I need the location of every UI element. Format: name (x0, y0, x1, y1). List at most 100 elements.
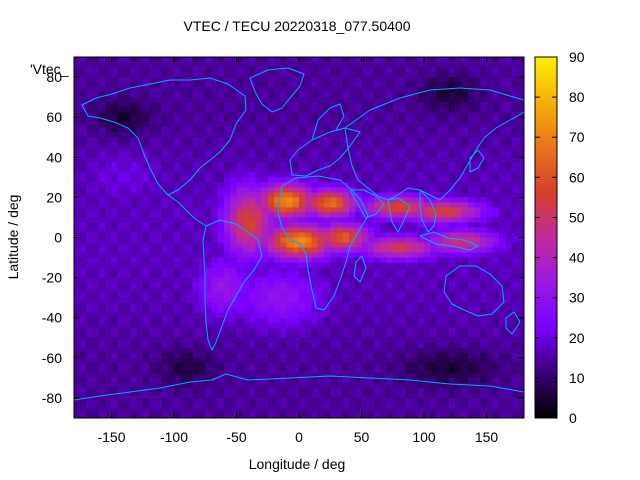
heatmap-cell (255, 227, 263, 234)
heatmap-cell (392, 57, 400, 63)
heatmap-cell (361, 102, 369, 108)
heatmap-cell (330, 122, 338, 128)
heatmap-cell (380, 97, 388, 103)
heatmap-cell (242, 212, 250, 219)
heatmap-cell (449, 167, 456, 173)
heatmap-cell (242, 152, 250, 158)
heatmap-cell (336, 97, 344, 103)
heatmap-cell (336, 232, 344, 239)
heatmap-cell (299, 72, 306, 78)
heatmap-cell (267, 142, 275, 148)
heatmap-cell (374, 67, 381, 73)
heatmap-cell (367, 277, 375, 284)
heatmap-cell (255, 162, 263, 168)
heatmap-cell (242, 287, 250, 294)
heatmap-cell (161, 297, 169, 304)
heatmap-cell (186, 362, 194, 369)
heatmap-cell (205, 137, 213, 143)
heatmap-cell (236, 307, 244, 314)
heatmap-cell (155, 372, 163, 379)
heatmap-cell (405, 182, 413, 188)
heatmap-cell (417, 382, 425, 389)
heatmap-cell (211, 172, 219, 178)
heatmap-cell (367, 262, 375, 269)
heatmap-cell (474, 162, 481, 168)
heatmap-cell (424, 397, 431, 404)
heatmap-cell (499, 327, 506, 334)
heatmap-cell (224, 137, 231, 143)
heatmap-cell (417, 237, 425, 244)
heatmap-cell (255, 342, 263, 349)
heatmap-cell (461, 387, 469, 394)
heatmap-cell (330, 77, 338, 83)
heatmap-cell (155, 252, 163, 259)
heatmap-cell (99, 357, 106, 364)
heatmap-cell (261, 192, 269, 198)
heatmap-cell (99, 87, 106, 93)
heatmap-cell (124, 337, 131, 344)
heatmap-cell (330, 57, 338, 63)
heatmap-cell (199, 327, 206, 334)
heatmap-cell (411, 317, 419, 324)
heatmap-cell (461, 197, 469, 203)
heatmap-cell (449, 67, 456, 73)
heatmap-cell (505, 182, 513, 188)
heatmap-cell (374, 167, 381, 173)
heatmap-cell (449, 377, 456, 384)
heatmap-cell (336, 352, 344, 359)
heatmap-cell (105, 147, 113, 153)
heatmap-cell (249, 207, 256, 214)
heatmap-cell (311, 132, 319, 138)
heatmap-cell (417, 117, 425, 123)
heatmap-cell (392, 347, 400, 354)
heatmap-cell (217, 197, 225, 203)
heatmap-cell (299, 232, 306, 239)
heatmap-cell (361, 167, 369, 173)
heatmap-cell (86, 197, 94, 203)
heatmap-cell (199, 77, 206, 83)
heatmap-cell (167, 272, 175, 279)
heatmap-cell (86, 97, 94, 103)
heatmap-cell (349, 97, 356, 103)
heatmap-cell (299, 357, 306, 364)
heatmap-cell (517, 287, 524, 294)
heatmap-cell (367, 257, 375, 264)
heatmap-cell (324, 352, 331, 359)
heatmap-cell (336, 182, 344, 188)
heatmap-cell (186, 232, 194, 239)
heatmap-cell (355, 317, 363, 324)
heatmap-cell (155, 102, 163, 108)
heatmap-cell (292, 257, 300, 264)
heatmap-cell (92, 322, 100, 329)
heatmap-cell (349, 112, 356, 118)
heatmap-cell (455, 282, 463, 289)
heatmap-cell (217, 287, 225, 294)
heatmap-cell (230, 157, 238, 163)
heatmap-cell (92, 167, 100, 173)
heatmap-cell (242, 272, 250, 279)
heatmap-cell (324, 397, 331, 404)
heatmap-cell (380, 357, 388, 364)
heatmap-cell (255, 142, 263, 148)
heatmap-cell (467, 122, 475, 128)
heatmap-cell (280, 347, 288, 354)
heatmap-cell (324, 232, 331, 239)
heatmap-cell (305, 192, 313, 198)
heatmap-cell (305, 317, 313, 324)
heatmap-cell (442, 297, 450, 304)
heatmap-cell (311, 147, 319, 153)
heatmap-cell (292, 237, 300, 244)
heatmap-cell (249, 187, 256, 193)
heatmap-cell (136, 402, 144, 409)
heatmap-cell (199, 302, 206, 309)
heatmap-cell (336, 317, 344, 324)
heatmap-cell (124, 252, 131, 259)
heatmap-cell (74, 127, 81, 133)
heatmap-cell (330, 137, 338, 143)
heatmap-cell (124, 232, 131, 239)
heatmap-cell (142, 112, 150, 118)
heatmap-cell (124, 227, 131, 234)
heatmap-cell (467, 397, 475, 404)
heatmap-cell (442, 182, 450, 188)
heatmap-cell (92, 217, 100, 224)
